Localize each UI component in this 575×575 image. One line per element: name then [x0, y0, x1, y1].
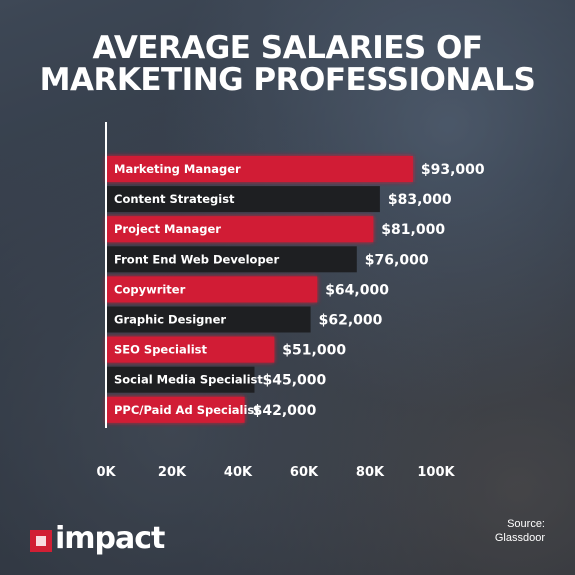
- x-tick-label-3: 40K: [224, 465, 253, 480]
- impact-logo-mark-icon: [30, 530, 52, 552]
- x-tick-label-2: 20K: [158, 465, 187, 480]
- bar-3: [106, 216, 374, 243]
- x-tick-label-5: 80K: [356, 465, 385, 480]
- bar-9: [106, 396, 245, 423]
- source-note: Source: Glassdoor: [425, 517, 545, 545]
- chart-title-line-1: AVERAGE SALARIES OF: [92, 30, 483, 66]
- bar-value-label-3: $81,000: [381, 222, 445, 238]
- bar-value-label-9: $42,000: [253, 403, 317, 419]
- bar-category-label-5: Copywriter: [114, 282, 186, 296]
- bar-category-label-3: Project Manager: [114, 222, 221, 236]
- bar-category-label-9: PPC/Paid Ad Specialist: [114, 403, 260, 417]
- bar-4: [106, 246, 357, 273]
- bar-value-label-1: $93,000: [421, 162, 485, 178]
- bar-value-label-6: $62,000: [319, 313, 383, 329]
- impact-logo: impact: [30, 518, 165, 558]
- bar-category-label-2: Content Strategist: [114, 192, 235, 206]
- bar-5: [106, 276, 318, 303]
- x-tick-label-6: 100K: [417, 465, 455, 480]
- bar-value-label-5: $64,000: [325, 282, 389, 298]
- bar-category-label-6: Graphic Designer: [114, 313, 226, 327]
- bar-category-label-8: Social Media Specialist: [114, 373, 263, 387]
- bar-category-label-7: SEO Specialist: [114, 343, 207, 357]
- bar-8: [106, 366, 255, 393]
- bar-category-label-4: Front End Web Developer: [114, 252, 279, 266]
- x-tick-label-1: 0K: [96, 465, 116, 480]
- source-name: Glassdoor: [494, 532, 545, 544]
- chart-title-line-2: MARKETING PROFESSIONALS: [39, 62, 536, 98]
- bar-value-label-2: $83,000: [388, 192, 452, 208]
- impact-logo-text: impact: [55, 520, 165, 556]
- bar-6: [106, 306, 311, 333]
- bar-value-label-8: $45,000: [263, 373, 327, 389]
- bar-value-label-7: $51,000: [282, 343, 346, 359]
- bar-2: [106, 186, 380, 213]
- x-tick-label-4: 60K: [290, 465, 319, 480]
- bar-1: [106, 156, 413, 182]
- bar-7: [106, 336, 275, 363]
- bar-category-label-1: Marketing Manager: [114, 162, 241, 176]
- bar-value-label-4: $76,000: [365, 252, 429, 268]
- source-label: Source:: [507, 518, 545, 530]
- chart-title: AVERAGE SALARIES OF MARKETING PROFESSION…: [0, 32, 575, 96]
